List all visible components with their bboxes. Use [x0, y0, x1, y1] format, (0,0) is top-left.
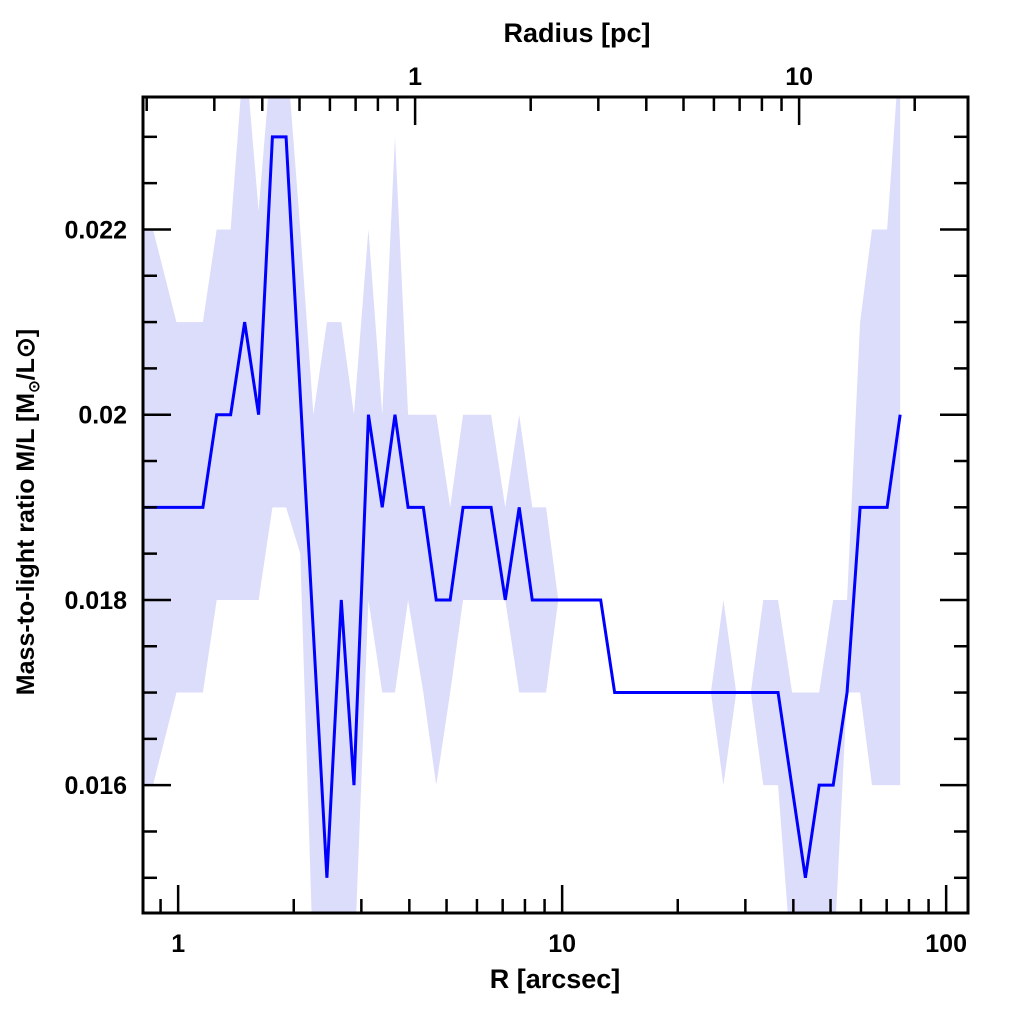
- axis-ticks: [143, 97, 968, 913]
- x-top-tick-label: 1: [408, 63, 422, 91]
- plot-area: [143, 97, 902, 913]
- y-tick-label: 0.02: [78, 402, 127, 430]
- y-axis-label: Mass-to-light ratio M/L [M⊙/L⊙]: [12, 329, 43, 695]
- x-tick-label: 10: [548, 930, 576, 958]
- x-tick-label: 100: [925, 930, 967, 958]
- x-axis-label: R [arcsec]: [490, 964, 621, 994]
- ml-profile-line: [143, 135, 902, 879]
- plot-frame: [141, 95, 970, 915]
- x-tick-label: 1: [171, 930, 185, 958]
- tick-labels: 1 10 100 1 10 0.016 0.018 0.02 0.022: [64, 63, 967, 958]
- uncertainty-band: [143, 97, 901, 913]
- y-tick-label: 0.018: [64, 587, 127, 615]
- y-tick-label: 0.016: [64, 772, 127, 800]
- x-top-axis-label: Radius [pc]: [503, 18, 650, 48]
- x-top-tick-label: 10: [785, 63, 813, 91]
- y-tick-label: 0.022: [64, 216, 127, 244]
